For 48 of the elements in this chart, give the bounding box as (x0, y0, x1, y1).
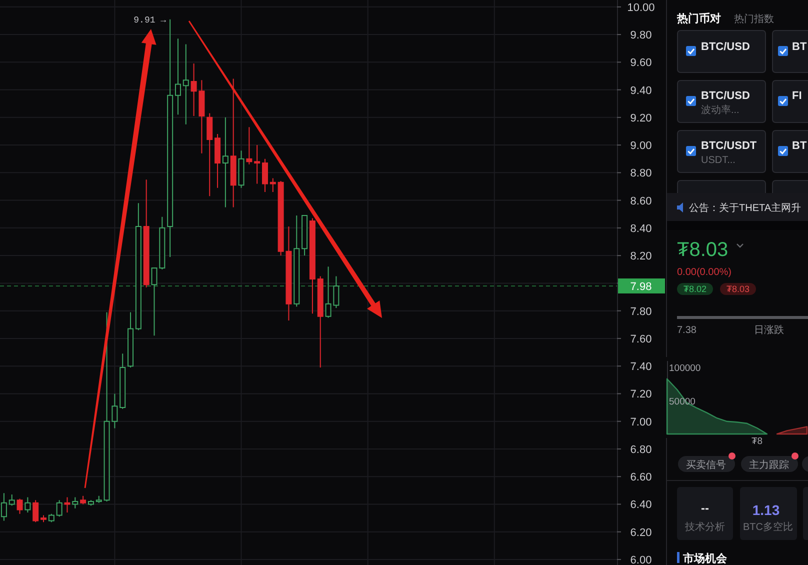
y-tick-label: 6.80 (630, 444, 652, 456)
text: 7.38 (677, 325, 697, 336)
y-tick-label: 9.20 (630, 112, 652, 124)
text: BTC/USD (701, 41, 750, 53)
text: -- (701, 501, 709, 515)
y-tick-label: 7.60 (630, 333, 652, 346)
text: BTC/USD (701, 90, 750, 102)
text: FI (792, 90, 802, 102)
y-tick-label: 6.40 (630, 499, 652, 512)
y-tick-label: 9.40 (630, 84, 652, 97)
text: 波动率... (701, 104, 740, 116)
x-tick-label: ₮8 (751, 436, 763, 447)
y-tick-label: 9.80 (630, 30, 652, 42)
text: 公告：关于THETA主网升 (689, 202, 802, 214)
text: 市场机会 (682, 552, 728, 565)
y-tick-label: 7.00 (630, 416, 652, 428)
y-tick-label: 6.00 (630, 554, 652, 565)
text: USDT... (701, 155, 736, 166)
y-tick-label: 8.40 (630, 222, 652, 235)
text: 主力跟踪 (749, 459, 789, 471)
text: BT (792, 140, 807, 152)
text: 热门币对 (676, 12, 721, 25)
annotation: 9.91 → (134, 15, 167, 26)
text: BTC/USDT (701, 140, 757, 152)
y-tick-label: 7.80 (630, 306, 652, 318)
text: ₮8.03 (726, 284, 750, 294)
text: 1.13 (752, 502, 780, 518)
y-tick-label: 6.20 (630, 526, 652, 539)
ref-line-label: 7.98 (630, 280, 652, 293)
text: BTC多空比 (743, 521, 793, 533)
y-tick-label: 7.20 (630, 388, 652, 401)
y-tick-label: 6.60 (630, 472, 652, 484)
text: 日涨跌 (754, 324, 784, 336)
y-tick-label: 10.00 (627, 2, 655, 14)
y-tick-label: 7.40 (630, 361, 652, 374)
y-tick-label: 8.60 (630, 195, 652, 208)
y-tick-label: 8.20 (630, 250, 652, 263)
text: ₮8.03 (677, 239, 728, 261)
y-tick-label: 9.00 (630, 140, 652, 152)
text: 技术分析 (684, 521, 725, 533)
text: BT (792, 41, 807, 53)
text: ₮8.02 (683, 284, 707, 294)
text: 热门指数 (734, 13, 774, 25)
y-tick-label: 8.80 (630, 168, 652, 180)
y-tick-label: 9.60 (630, 57, 652, 70)
y-tick-label: 100000 (669, 363, 701, 374)
text: 0.00(0.00%) (677, 267, 732, 278)
text: 买卖信号 (686, 459, 726, 471)
